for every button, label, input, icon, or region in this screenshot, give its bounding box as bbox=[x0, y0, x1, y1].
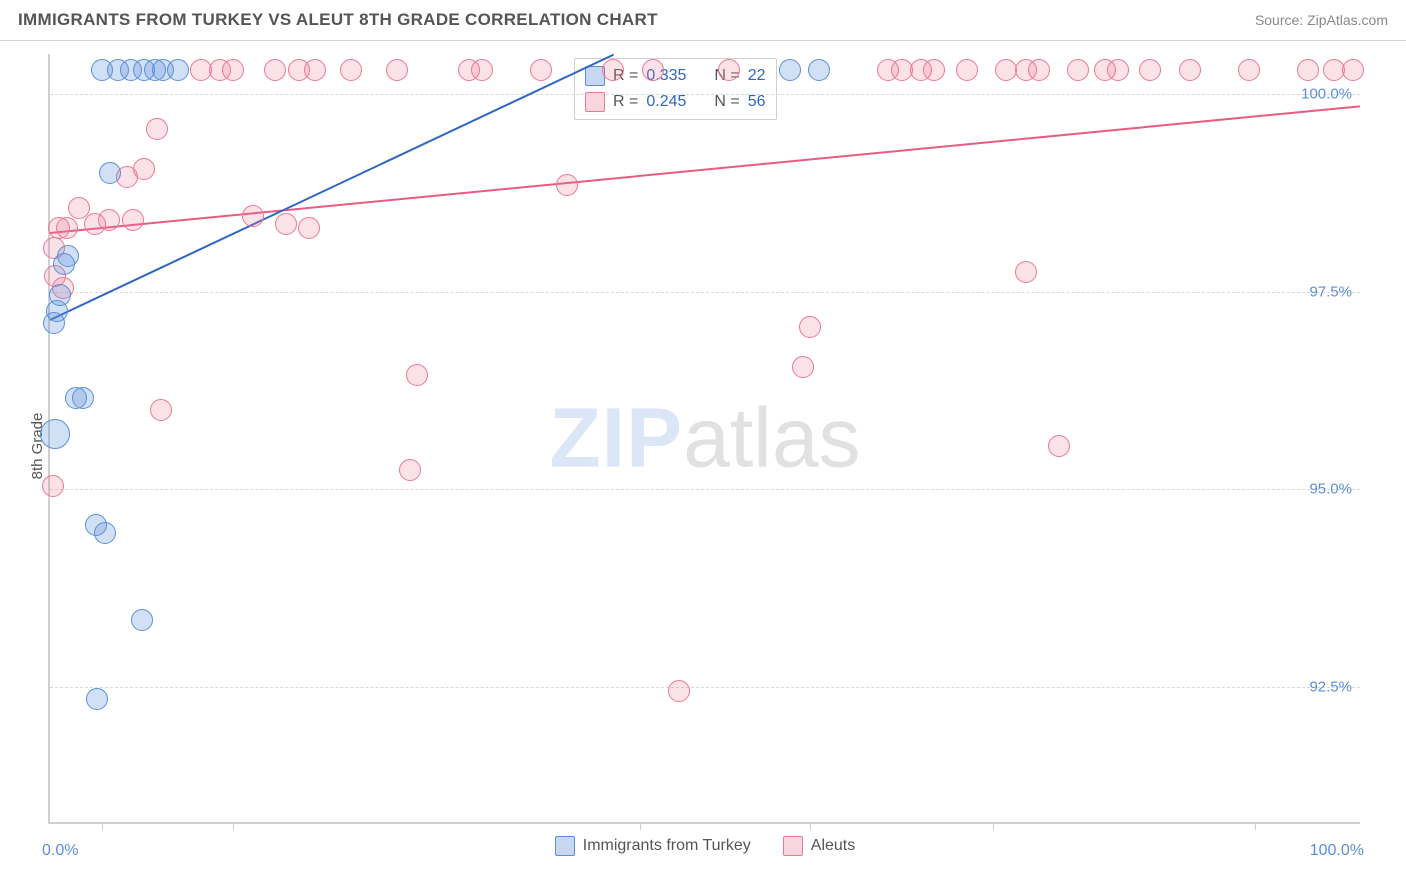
y-tick-label: 97.5% bbox=[1305, 283, 1352, 300]
data-point bbox=[1297, 59, 1319, 81]
data-point bbox=[556, 174, 578, 196]
data-point bbox=[668, 680, 690, 702]
r-value: 0.245 bbox=[646, 93, 686, 111]
y-tick-label: 92.5% bbox=[1305, 679, 1352, 696]
n-label: N = bbox=[714, 93, 739, 111]
legend-label: Aleuts bbox=[811, 837, 855, 855]
data-point bbox=[150, 399, 172, 421]
n-value: 22 bbox=[748, 67, 766, 85]
x-tick-mark bbox=[810, 822, 811, 830]
scatter-plot: ZIPatlas R =0.335N =22R =0.245N =56 Immi… bbox=[48, 54, 1360, 824]
data-point bbox=[1028, 59, 1050, 81]
data-point bbox=[131, 609, 153, 631]
x-tick-mark bbox=[993, 822, 994, 830]
data-point bbox=[53, 253, 75, 275]
data-point bbox=[167, 59, 189, 81]
data-point bbox=[471, 59, 493, 81]
data-point bbox=[1048, 435, 1070, 457]
data-point bbox=[718, 59, 740, 81]
data-point bbox=[43, 312, 65, 334]
data-point bbox=[146, 118, 168, 140]
swatch-icon bbox=[555, 836, 575, 856]
chart-source: Source: ZipAtlas.com bbox=[1255, 12, 1388, 28]
data-point bbox=[222, 59, 244, 81]
r-label: R = bbox=[613, 93, 638, 111]
data-point bbox=[1015, 261, 1037, 283]
swatch-icon bbox=[783, 836, 803, 856]
series-legend: Immigrants from Turkey Aleuts bbox=[50, 836, 1360, 856]
data-point bbox=[264, 59, 286, 81]
data-point bbox=[133, 158, 155, 180]
data-point bbox=[304, 59, 326, 81]
data-point bbox=[42, 475, 64, 497]
data-point bbox=[642, 59, 664, 81]
y-tick-label: 100.0% bbox=[1297, 85, 1352, 102]
gridline bbox=[50, 489, 1360, 490]
swatch-icon bbox=[585, 92, 605, 112]
x-tick-mark bbox=[102, 822, 103, 830]
data-point bbox=[340, 59, 362, 81]
data-point bbox=[602, 59, 624, 81]
legend-item-blue: Immigrants from Turkey bbox=[555, 836, 751, 856]
data-point bbox=[1107, 59, 1129, 81]
data-point bbox=[98, 209, 120, 231]
data-point bbox=[298, 217, 320, 239]
data-point bbox=[792, 356, 814, 378]
chart-header: IMMIGRANTS FROM TURKEY VS ALEUT 8TH GRAD… bbox=[0, 0, 1406, 41]
data-point bbox=[799, 316, 821, 338]
data-point bbox=[99, 162, 121, 184]
n-value: 56 bbox=[748, 93, 766, 111]
watermark-atlas: atlas bbox=[683, 391, 860, 485]
watermark-zip: ZIP bbox=[549, 391, 683, 485]
data-point bbox=[275, 213, 297, 235]
data-point bbox=[40, 419, 70, 449]
data-point bbox=[530, 59, 552, 81]
y-tick-label: 95.0% bbox=[1305, 481, 1352, 498]
legend-label: Immigrants from Turkey bbox=[583, 837, 751, 855]
data-point bbox=[808, 59, 830, 81]
gridline bbox=[50, 94, 1360, 95]
data-point bbox=[406, 364, 428, 386]
data-point bbox=[65, 387, 87, 409]
gridline bbox=[50, 687, 1360, 688]
data-point bbox=[399, 459, 421, 481]
data-point bbox=[923, 59, 945, 81]
data-point bbox=[956, 59, 978, 81]
data-point bbox=[242, 205, 264, 227]
data-point bbox=[1067, 59, 1089, 81]
data-point bbox=[1139, 59, 1161, 81]
x-tick-mark bbox=[233, 822, 234, 830]
data-point bbox=[779, 59, 801, 81]
data-point bbox=[122, 209, 144, 231]
data-point bbox=[386, 59, 408, 81]
x-axis-max: 100.0% bbox=[1310, 842, 1364, 860]
x-axis-min: 0.0% bbox=[42, 842, 78, 860]
watermark: ZIPatlas bbox=[549, 390, 860, 487]
chart-title: IMMIGRANTS FROM TURKEY VS ALEUT 8TH GRAD… bbox=[18, 10, 658, 30]
data-point bbox=[1342, 59, 1364, 81]
data-point bbox=[1238, 59, 1260, 81]
y-axis-label: 8th Grade bbox=[29, 413, 46, 480]
x-tick-mark bbox=[1255, 822, 1256, 830]
gridline bbox=[50, 292, 1360, 293]
legend-item-pink: Aleuts bbox=[783, 836, 855, 856]
x-tick-mark bbox=[640, 822, 641, 830]
data-point bbox=[1179, 59, 1201, 81]
data-point bbox=[86, 688, 108, 710]
data-point bbox=[56, 217, 78, 239]
data-point bbox=[94, 522, 116, 544]
